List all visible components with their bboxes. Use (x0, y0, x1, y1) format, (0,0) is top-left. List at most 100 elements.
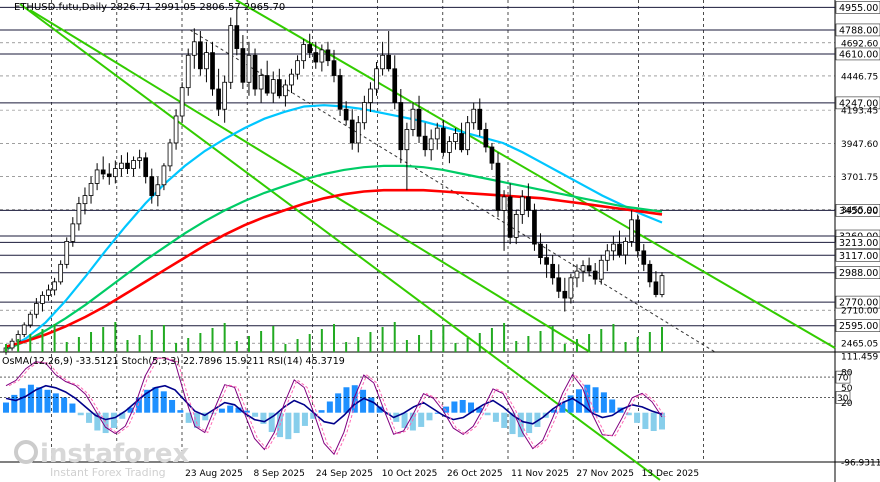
candle-body (258, 75, 264, 90)
osma-bar (335, 393, 342, 413)
candle-body (501, 196, 507, 211)
osma-bar (459, 399, 466, 413)
candle-body (222, 81, 228, 110)
level-label-4955.00: 4955.00 (839, 3, 878, 14)
osma-bar (625, 412, 632, 416)
candle-body (617, 243, 622, 256)
candle-body (34, 303, 39, 315)
volume-bar (5, 344, 7, 352)
volume-bar (454, 343, 457, 352)
osma-bar (443, 406, 450, 413)
y-tick-label: 4193.45 (841, 107, 878, 117)
y-tick-label: 4446.75 (841, 72, 878, 82)
stoch-signal-line (8, 357, 666, 456)
candle-body (149, 176, 155, 196)
y-tick-label: 2465.05 (841, 340, 878, 350)
candle-body (380, 54, 385, 70)
volume-bar (563, 344, 566, 352)
osma-bar (235, 407, 242, 413)
moving-average-line (5, 164, 663, 351)
osma-bar (567, 395, 574, 413)
volume-bar (612, 324, 615, 352)
osma-bar (434, 412, 441, 414)
volume-bar (126, 340, 129, 352)
candle-body (246, 54, 252, 83)
x-tick-label: 24 Sep 2025 (316, 469, 373, 479)
candle-body (507, 196, 513, 238)
candle-body (137, 157, 142, 161)
volume-bar (211, 328, 214, 352)
candle-body (155, 184, 161, 196)
volume-bar (624, 342, 627, 352)
rsi-line (5, 384, 663, 425)
candle-body (434, 127, 440, 140)
candle-body (27, 313, 33, 326)
candle-body (112, 168, 118, 178)
volume-bar (381, 327, 384, 352)
volume-bar (53, 324, 56, 352)
osma-bar (609, 399, 616, 413)
volume-bar (17, 339, 20, 352)
volume-bar (333, 324, 335, 352)
x-tick-label: 23 Aug 2025 (185, 469, 243, 479)
volume-bar (199, 333, 202, 352)
candle-body (392, 68, 398, 103)
osma-bar (44, 389, 51, 413)
osma-bar (285, 412, 292, 440)
osma-bar (517, 412, 524, 438)
volume-bar (503, 323, 506, 352)
volume-bar (90, 332, 93, 352)
osma-bar (77, 412, 84, 416)
candle-body (404, 129, 410, 151)
level-label-3117.00: 3117.00 (839, 251, 878, 262)
candle-body (459, 133, 464, 151)
osma-bar (102, 412, 109, 434)
osma-bar (401, 412, 408, 428)
volume-bar (65, 342, 68, 352)
trend-line (235, 0, 836, 349)
volume-bar (235, 341, 238, 352)
candle-body (647, 263, 653, 283)
candle-body (307, 44, 313, 53)
candle-body (9, 340, 15, 349)
osma-bar (451, 401, 458, 413)
osc-level-tag (835, 370, 851, 384)
volume-bar (308, 334, 311, 352)
osma-bar (575, 389, 582, 413)
candle-body (586, 265, 592, 272)
level-tag-3450.00 (835, 204, 880, 217)
candle-body (88, 183, 94, 196)
osma-bar (202, 412, 209, 421)
osc-tick-label: 50 (841, 384, 853, 394)
y-tick-label: 4692.60 (841, 39, 878, 49)
candle-body (21, 324, 27, 335)
symbol-header: ETHUSD.futu,Daily 2826.71 2991.05 2806.5… (14, 2, 285, 13)
candle-body (325, 49, 331, 62)
osc-level-label: 70 (837, 374, 849, 384)
volume-bar (29, 334, 32, 352)
candle-body (210, 52, 215, 90)
volume-bar (478, 333, 481, 352)
candle-body (64, 241, 70, 265)
oscillator-header: OsMA(12,26,9) -33.5121 Stoch(5,3,3) 22.7… (2, 356, 345, 367)
level-tag-4955.00 (835, 1, 880, 14)
candle-body (604, 250, 610, 261)
candle-body (355, 122, 361, 144)
price-levels: 4955.004788.004610.004247.003450.003260.… (0, 1, 880, 332)
osma-bar (127, 407, 134, 413)
candle-body (131, 160, 136, 169)
osma-bar (243, 410, 250, 413)
candle-body (513, 214, 519, 238)
y-tick-label: 3701.75 (841, 173, 878, 183)
volume-bar (247, 336, 250, 352)
candle-body (483, 129, 489, 148)
moving-average-line (5, 188, 663, 348)
level-label-3450.00: 3450.00 (839, 206, 878, 217)
candle-body (550, 263, 556, 279)
volume-bar (648, 332, 651, 352)
osc-level-tag (835, 391, 851, 404)
osma-bar (409, 412, 416, 431)
volume-bar (187, 338, 190, 352)
x-tick-label: 26 Oct 2025 (447, 469, 503, 479)
candle-body (471, 108, 477, 124)
